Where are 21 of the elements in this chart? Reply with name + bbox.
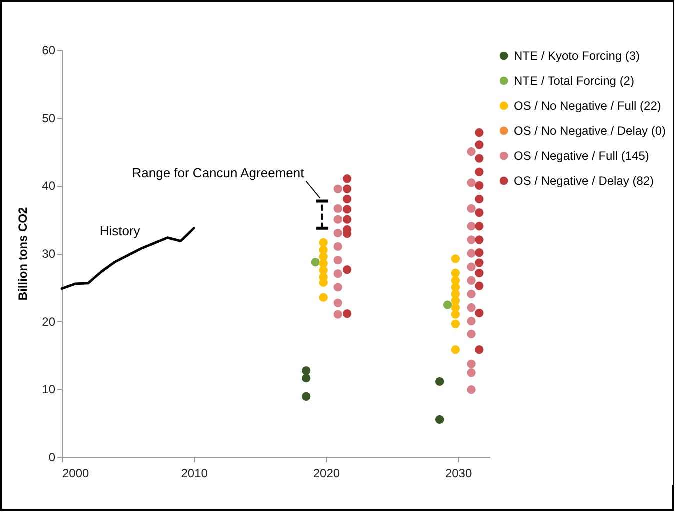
y-tick-label: 50 (42, 111, 56, 126)
y-tick-label: 0 (48, 450, 56, 464)
series-label: History (100, 224, 141, 239)
x-tick-label: 2010 (181, 466, 208, 480)
x-tick-label: 2030 (445, 466, 472, 480)
legend-label: NTE / Kyoto Forcing (3) (514, 49, 640, 63)
y-axis-title: Billion tons CO2 (16, 207, 30, 301)
legend-label: OS / Negative / Delay (82) (514, 174, 654, 188)
legend-label: NTE / Total Forcing (2) (514, 74, 634, 88)
legend-label: OS / Negative / Full (145) (514, 149, 650, 163)
y-tick-label: 30 (42, 247, 56, 261)
y-tick-label: 40 (42, 179, 56, 194)
annotation: Range for Cancun Agreement (132, 165, 305, 180)
y-tick-label: 20 (42, 314, 56, 329)
legend-label: OS / No Negative / Delay (0) (514, 124, 666, 138)
y-tick-label: 60 (42, 44, 56, 58)
x-tick-label: 2020 (313, 466, 340, 480)
y-tick-label: 10 (42, 382, 56, 397)
legend-label: OS / No Negative / Full (22) (514, 99, 662, 113)
line-series (60, 227, 196, 290)
x-tick-label: 2000 (62, 466, 90, 480)
